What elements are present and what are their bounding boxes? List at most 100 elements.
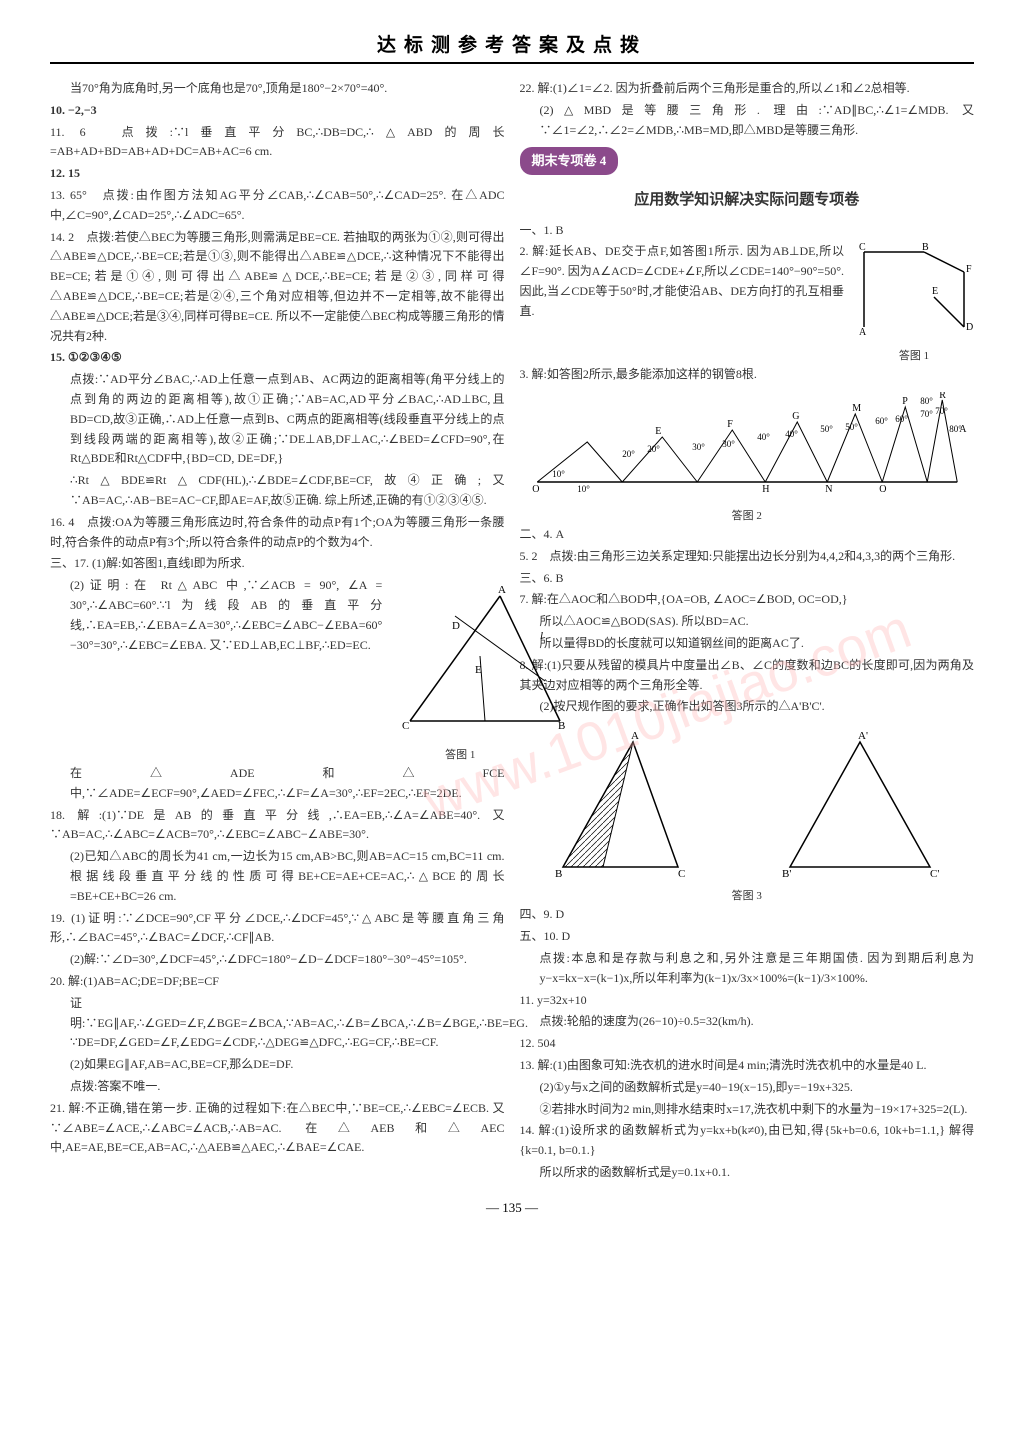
page-header: 达标测参考答案及点拨 (50, 30, 974, 64)
point-label: l (540, 630, 543, 642)
point-label: A' (858, 730, 868, 742)
text-line: 点拨:本息和是存款与利息之和,另外注意是三年期国债. 因为到期后利息为y−x=k… (520, 949, 975, 989)
point-label: F (727, 419, 733, 430)
point-label: C (678, 868, 685, 877)
point-label: R (939, 392, 946, 401)
figure-label: 答图 1 (854, 347, 974, 365)
triangle-1-svg: A B C (543, 727, 723, 877)
text-line: (2)解:∵∠D=30°,∠DCF=45°,∴∠DFC=180°−∠D−∠DCF… (50, 950, 505, 970)
text-line: 14. 解:(1)设所求的函数解析式为y=kx+b(k≠0),由已知,得{5k+… (520, 1121, 975, 1161)
text-line: 16. 4 点拨:OA为等腰三角形底边时,符合条件的动点P有1个;OA为等腰三角… (50, 513, 505, 553)
text-line: 14. 2 点拨:若使△BEC为等腰三角形,则需满足BE=CE. 若抽取的两张为… (50, 228, 505, 347)
header-title: 达标测参考答案及点拨 (50, 30, 974, 57)
text-line: 2. 解:延长AB、DE交于点F,如答图1所示. 因为AB⊥DE,所以∠F=90… (520, 242, 845, 321)
left-column: 当70°角为底角时,另一个底角也是70°,顶角是180°−2×70°=40°. … (50, 79, 505, 1185)
right-column: 22. 解:(1)∠1=∠2. 因为折叠前后两个三角形是重合的,所以∠1和∠2总… (520, 79, 975, 1185)
text-line: 四、9. D (520, 905, 975, 925)
point-label: B (555, 868, 562, 877)
angle-label: 60° (875, 416, 888, 426)
text-line: 三、17. (1)解:如答图1,直线l即为所求. (50, 554, 505, 574)
text-line: 二、4. A (520, 525, 975, 545)
text-line: (2)按尺规作图的要求,正确作出如答图3所示的△A'B'C'. (520, 697, 975, 717)
text-line: (2)证明:在 Rt△ABC 中,∵∠ACB = 90°, ∠A = 30°,∴… (50, 576, 382, 655)
text-line: ∴Rt△BDE≌Rt△CDF(HL),∴∠BDE=∠CDF,BE=CF,故④正确… (50, 471, 505, 511)
content-columns: 当70°角为底角时,另一个底角也是70°,顶角是180°−2×70°=40°. … (50, 79, 974, 1185)
point-label: B' (782, 868, 791, 877)
text-line: 一、1. B (520, 221, 975, 241)
angle-label: 10° (552, 469, 565, 479)
text-line: (2)已知△ABC的周长为41 cm,一边长为15 cm,AB>BC,则AB=A… (50, 847, 505, 906)
section-badge: 期末专项卷 4 (520, 147, 619, 174)
text-line: 22. 解:(1)∠1=∠2. 因为折叠前后两个三角形是重合的,所以∠1和∠2总… (520, 79, 975, 99)
angle-label: 30° (722, 439, 735, 449)
point-label: A (959, 424, 967, 435)
text-line: 证明:∵EG∥AF,∴∠GED=∠F,∠BGE=∠BCA,∵AB=AC,∴∠B=… (50, 994, 505, 1053)
text-line: 18. 解:(1)∵DE是AB的垂直平分线,∴EA=EB,∴∠A=∠ABE=40… (50, 806, 505, 846)
text-line: 当70°角为底角时,另一个底角也是70°,顶角是180°−2×70°=40°. (50, 79, 505, 99)
text-line: 11. 6 点拨:∵l垂直平分BC,∴DB=DC,∴△ABD的周长=AB+AD+… (50, 123, 505, 163)
point-label: E (475, 664, 482, 676)
angle-label: 50° (845, 422, 858, 432)
subtitle: 应用数学知识解决实际问题专项卷 (520, 188, 975, 213)
figure-wide-svg: O 10° 10° 20° 20° 30° 30° 40° 40° 50° 50… (520, 392, 975, 492)
angle-label: 30° (692, 442, 705, 452)
figure-label: 答图 2 (520, 507, 975, 525)
angle-label: 40° (785, 429, 798, 439)
text-line: 五、10. D (520, 927, 975, 947)
text-line: 在△ADE和△FCE中,∵∠ADE=∠ECF=90°,∠AED=∠FEC,∴∠F… (50, 764, 505, 804)
text-line: 12. 15 (50, 164, 505, 184)
text-line: 11. y=32x+10 (520, 991, 975, 1011)
text-line: 所以量得BD的长度就可以知道钢丝间的距离AC了. (520, 634, 975, 654)
text-line: 5. 2 点拨:由三角形三边关系定理知:只能摆出边长分别为4,4,2和4,3,3… (520, 547, 975, 567)
text-line: 12. 504 (520, 1034, 975, 1054)
text-line: 点拨:轮船的速度为(26−10)÷0.5=32(km/h). (520, 1012, 975, 1032)
point-label: H (762, 484, 769, 492)
point-label: N (825, 484, 832, 492)
text-line: 8. 解:(1)只要从残留的模具片中度量出∠B、∠C的度数和边BC的长度即可,因… (520, 656, 975, 696)
fig2-row: 2. 解:延长AB、DE交于点F,如答图1所示. 因为AB⊥DE,所以∠F=90… (520, 242, 975, 365)
text-line: 19. (1)证明:∵∠DCE=90°,CF平分∠DCE,∴∠DCF=45°,∵… (50, 909, 505, 949)
point-label: C' (930, 868, 939, 877)
text-line: ②若排水时间为2 min,则排水结束时x=17,洗衣机中剩下的水量为−19×17… (520, 1100, 975, 1120)
angle-label: 80° (920, 396, 933, 406)
point-label: P (902, 396, 908, 407)
point-label: F (966, 264, 972, 275)
angle-label: 50° (820, 424, 833, 434)
text-line: 13. 65° 点拨:由作图方法知AG平分∠CAB,∴∠CAB=50°,∴∠CA… (50, 186, 505, 226)
point-label: E (932, 286, 938, 297)
figure-label: 答图 3 (520, 887, 975, 905)
text-line: 20. 解:(1)AB=AC;DE=DF;BE=CF (50, 972, 505, 992)
point-label: Q (879, 484, 887, 492)
point-label: A (859, 327, 867, 337)
text-line: 3. 解:如答图2所示,最多能添加这样的钢管8根. (520, 365, 975, 385)
point-label: O (532, 484, 539, 492)
point-label: C (402, 720, 409, 731)
text-line: (2)①y与x之间的函数解析式是y=40−19(x−15),即y=−19x+32… (520, 1078, 975, 1098)
text-line: 15. ①②③④⑤ (50, 348, 505, 368)
text-line: 点拨:∵AD平分∠BAC,∴AD上任意一点到AB、AC两边的距离相等(角平分线上… (50, 370, 505, 469)
text-line: 所以△AOC≌△BOD(SAS). 所以BD=AC. (520, 612, 975, 632)
angle-label: 20° (647, 444, 660, 454)
text-line: 三、6. B (520, 569, 975, 589)
point-label: D (452, 620, 460, 632)
figure-triangles: A B C A' B' C' (520, 722, 975, 882)
text-line: 21. 解:不正确,错在第一步. 正确的过程如下:在△BEC中,∵BE=CE,∴… (50, 1099, 505, 1158)
point-label: G (792, 411, 799, 422)
text-line: 13. 解:(1)由图象可知:洗衣机的进水时间是4 min;清洗时洗衣机中的水量… (520, 1056, 975, 1076)
figure-1-svg: A C B l D E (390, 581, 570, 731)
point-label: B (922, 242, 929, 253)
text-line: 点拨:答案不唯一. (50, 1077, 505, 1097)
page-number: — 135 — (50, 1200, 974, 1216)
page-container: 达标测参考答案及点拨 当70°角为底角时,另一个底角也是70°,顶角是180°−… (0, 0, 1024, 1246)
angle-label: 70° (920, 409, 933, 419)
point-label: A (498, 584, 506, 596)
triangle-2-svg: A' B' C' (770, 727, 950, 877)
text-line: 所以所求的函数解析式是y=0.1x+0.1. (520, 1163, 975, 1183)
text-line: (2)△MBD是等腰三角形. 理由:∵AD∥BC,∴∠1=∠MDB. 又∵∠1=… (520, 101, 975, 141)
angle-label: 60° (895, 414, 908, 424)
figure-label: 答图 1 (390, 746, 530, 764)
point-label: E (655, 426, 661, 437)
angle-label: 10° (577, 484, 590, 492)
point-label: C (859, 242, 866, 253)
text-line: (2)如果EG∥AF,AB=AC,BE=CF,那么DE=DF. (50, 1055, 505, 1075)
